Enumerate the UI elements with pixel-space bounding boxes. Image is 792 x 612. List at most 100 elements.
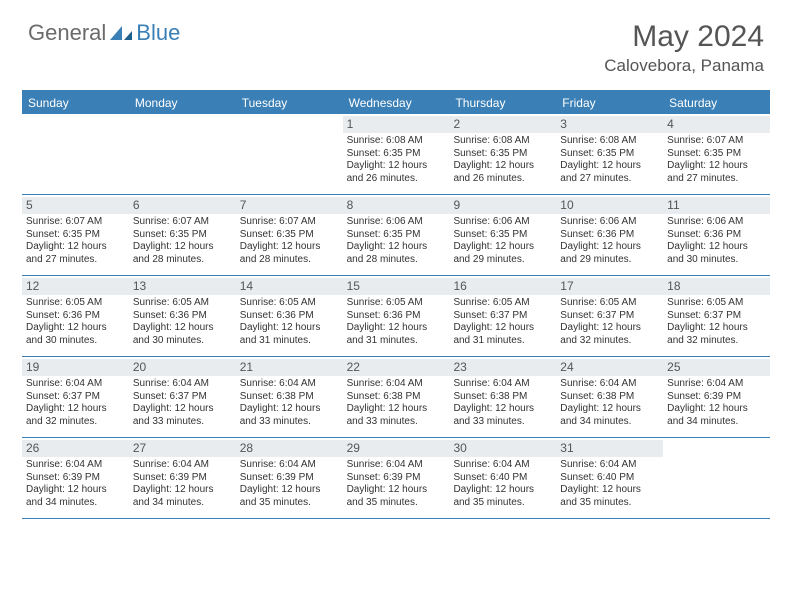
day-number: 24	[556, 359, 663, 376]
dow-cell: Sunday	[22, 92, 129, 114]
sunset-line: Sunset: 6:35 PM	[453, 229, 552, 242]
sunrise-line: Sunrise: 6:07 AM	[667, 135, 766, 148]
day-number: 16	[449, 278, 556, 295]
day-number: 1	[343, 116, 450, 133]
day-cell: 10Sunrise: 6:06 AMSunset: 6:36 PMDayligh…	[556, 195, 663, 275]
day-number: 14	[236, 278, 343, 295]
daylight-line-1: Daylight: 12 hours	[453, 403, 552, 416]
day-cell: 18Sunrise: 6:05 AMSunset: 6:37 PMDayligh…	[663, 276, 770, 356]
sunrise-line: Sunrise: 6:05 AM	[26, 297, 125, 310]
daylight-line-1: Daylight: 12 hours	[560, 160, 659, 173]
daylight-line-2: and 27 minutes.	[667, 173, 766, 186]
daylight-line-1: Daylight: 12 hours	[240, 484, 339, 497]
daylight-line-2: and 35 minutes.	[347, 497, 446, 510]
logo-text-general: General	[28, 20, 106, 46]
day-number: 27	[129, 440, 236, 457]
day-number: 7	[236, 197, 343, 214]
daylight-line-2: and 29 minutes.	[560, 254, 659, 267]
title-block: May 2024 Calovebora, Panama	[604, 20, 764, 76]
daylight-line-2: and 34 minutes.	[560, 416, 659, 429]
week-row: 26Sunrise: 6:04 AMSunset: 6:39 PMDayligh…	[22, 438, 770, 519]
sunrise-line: Sunrise: 6:05 AM	[240, 297, 339, 310]
sunrise-line: Sunrise: 6:05 AM	[667, 297, 766, 310]
sunrise-line: Sunrise: 6:04 AM	[453, 378, 552, 391]
sunrise-line: Sunrise: 6:06 AM	[453, 216, 552, 229]
daylight-line-1: Daylight: 12 hours	[347, 241, 446, 254]
day-cell: 26Sunrise: 6:04 AMSunset: 6:39 PMDayligh…	[22, 438, 129, 518]
day-cell: 8Sunrise: 6:06 AMSunset: 6:35 PMDaylight…	[343, 195, 450, 275]
sunset-line: Sunset: 6:37 PM	[667, 310, 766, 323]
day-cell: 7Sunrise: 6:07 AMSunset: 6:35 PMDaylight…	[236, 195, 343, 275]
sunrise-line: Sunrise: 6:04 AM	[240, 459, 339, 472]
daylight-line-1: Daylight: 12 hours	[560, 322, 659, 335]
sunrise-line: Sunrise: 6:05 AM	[560, 297, 659, 310]
day-cell: 4Sunrise: 6:07 AMSunset: 6:35 PMDaylight…	[663, 114, 770, 194]
sunset-line: Sunset: 6:37 PM	[560, 310, 659, 323]
sunset-line: Sunset: 6:36 PM	[560, 229, 659, 242]
daylight-line-2: and 32 minutes.	[667, 335, 766, 348]
sunset-line: Sunset: 6:35 PM	[560, 148, 659, 161]
weeks-container: 1Sunrise: 6:08 AMSunset: 6:35 PMDaylight…	[22, 114, 770, 519]
location-label: Calovebora, Panama	[604, 56, 764, 76]
day-number: 10	[556, 197, 663, 214]
sunrise-line: Sunrise: 6:07 AM	[133, 216, 232, 229]
daylight-line-1: Daylight: 12 hours	[240, 403, 339, 416]
sunrise-line: Sunrise: 6:08 AM	[560, 135, 659, 148]
daylight-line-1: Daylight: 12 hours	[667, 160, 766, 173]
day-cell: 23Sunrise: 6:04 AMSunset: 6:38 PMDayligh…	[449, 357, 556, 437]
day-cell	[129, 114, 236, 194]
daylight-line-2: and 30 minutes.	[26, 335, 125, 348]
daylight-line-2: and 33 minutes.	[133, 416, 232, 429]
daylight-line-1: Daylight: 12 hours	[453, 160, 552, 173]
daylight-line-2: and 30 minutes.	[667, 254, 766, 267]
day-number: 30	[449, 440, 556, 457]
sunset-line: Sunset: 6:36 PM	[347, 310, 446, 323]
daylight-line-2: and 28 minutes.	[240, 254, 339, 267]
daylight-line-1: Daylight: 12 hours	[453, 484, 552, 497]
sunset-line: Sunset: 6:37 PM	[26, 391, 125, 404]
day-number: 25	[663, 359, 770, 376]
daylight-line-2: and 34 minutes.	[133, 497, 232, 510]
sunset-line: Sunset: 6:36 PM	[133, 310, 232, 323]
daylight-line-2: and 32 minutes.	[560, 335, 659, 348]
sunset-line: Sunset: 6:36 PM	[240, 310, 339, 323]
sunrise-line: Sunrise: 6:07 AM	[26, 216, 125, 229]
sunset-line: Sunset: 6:36 PM	[667, 229, 766, 242]
daylight-line-2: and 34 minutes.	[26, 497, 125, 510]
sunrise-line: Sunrise: 6:04 AM	[560, 459, 659, 472]
daylight-line-1: Daylight: 12 hours	[26, 322, 125, 335]
day-cell	[663, 438, 770, 518]
daylight-line-2: and 32 minutes.	[26, 416, 125, 429]
sunset-line: Sunset: 6:38 PM	[347, 391, 446, 404]
sunset-line: Sunset: 6:35 PM	[453, 148, 552, 161]
sunrise-line: Sunrise: 6:04 AM	[667, 378, 766, 391]
daylight-line-2: and 31 minutes.	[347, 335, 446, 348]
day-cell: 27Sunrise: 6:04 AMSunset: 6:39 PMDayligh…	[129, 438, 236, 518]
sunset-line: Sunset: 6:39 PM	[347, 472, 446, 485]
sunrise-line: Sunrise: 6:04 AM	[347, 378, 446, 391]
daylight-line-2: and 34 minutes.	[667, 416, 766, 429]
daylight-line-2: and 31 minutes.	[453, 335, 552, 348]
dow-cell: Saturday	[663, 92, 770, 114]
daylight-line-1: Daylight: 12 hours	[347, 322, 446, 335]
daylight-line-1: Daylight: 12 hours	[26, 403, 125, 416]
logo-text-blue: Blue	[136, 20, 180, 46]
daylight-line-1: Daylight: 12 hours	[133, 322, 232, 335]
day-cell	[22, 114, 129, 194]
dow-row: SundayMondayTuesdayWednesdayThursdayFrid…	[22, 92, 770, 114]
sunset-line: Sunset: 6:38 PM	[453, 391, 552, 404]
sunrise-line: Sunrise: 6:06 AM	[347, 216, 446, 229]
sunrise-line: Sunrise: 6:04 AM	[133, 459, 232, 472]
day-cell: 31Sunrise: 6:04 AMSunset: 6:40 PMDayligh…	[556, 438, 663, 518]
sunrise-line: Sunrise: 6:05 AM	[453, 297, 552, 310]
day-number: 20	[129, 359, 236, 376]
sunrise-line: Sunrise: 6:05 AM	[133, 297, 232, 310]
week-row: 12Sunrise: 6:05 AMSunset: 6:36 PMDayligh…	[22, 276, 770, 357]
daylight-line-1: Daylight: 12 hours	[133, 403, 232, 416]
daylight-line-1: Daylight: 12 hours	[133, 484, 232, 497]
sunrise-line: Sunrise: 6:07 AM	[240, 216, 339, 229]
sunset-line: Sunset: 6:35 PM	[26, 229, 125, 242]
day-cell: 14Sunrise: 6:05 AMSunset: 6:36 PMDayligh…	[236, 276, 343, 356]
daylight-line-2: and 26 minutes.	[453, 173, 552, 186]
sunrise-line: Sunrise: 6:06 AM	[560, 216, 659, 229]
